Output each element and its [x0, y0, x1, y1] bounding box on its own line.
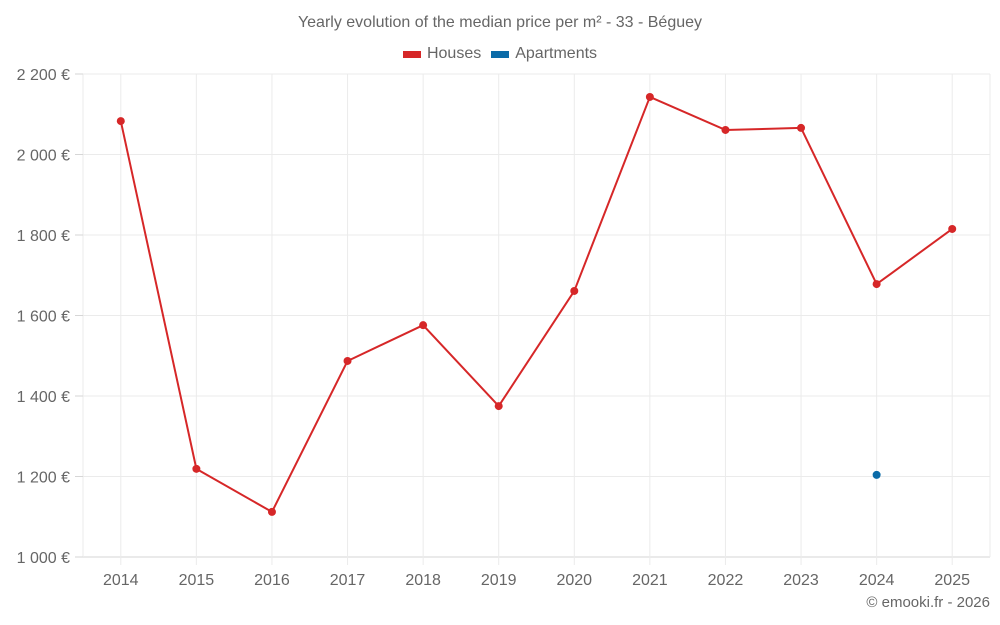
- x-tick-label: 2014: [103, 572, 139, 589]
- houses-line: [119, 95, 953, 513]
- x-tick-label: 2024: [859, 572, 895, 589]
- legend-item-houses[interactable]: Houses: [402, 45, 482, 63]
- houses-data-point[interactable]: [192, 464, 201, 473]
- y-tick-label: 2 000 €: [17, 148, 70, 165]
- y-tick-label: 1 400 €: [17, 389, 70, 406]
- houses-data-point[interactable]: [343, 356, 352, 365]
- y-tick-label: 1 800 €: [17, 228, 70, 245]
- x-tick-label: 2018: [405, 572, 441, 589]
- x-tick-label: 2017: [330, 572, 366, 589]
- houses-data-point[interactable]: [267, 507, 276, 516]
- y-tick-label: 1 200 €: [17, 470, 70, 487]
- x-tick-label: 2022: [708, 572, 744, 589]
- houses-data-point[interactable]: [721, 125, 730, 134]
- x-tick-label: 2019: [481, 572, 517, 589]
- houses-data-point[interactable]: [494, 402, 503, 411]
- x-tick-label: 2015: [179, 572, 215, 589]
- legend-label-apartments: Apartments: [515, 45, 598, 62]
- houses-data-point[interactable]: [797, 123, 806, 132]
- houses-swatch-icon: [402, 50, 421, 58]
- grid-lines: [82, 73, 991, 565]
- houses-data-point[interactable]: [645, 92, 654, 101]
- apartments-data-point[interactable]: [872, 470, 881, 479]
- houses-data-point[interactable]: [570, 286, 579, 295]
- x-tick-label: 2021: [632, 572, 668, 589]
- x-tick-label: 2023: [783, 572, 819, 589]
- x-tick-label: 2016: [254, 572, 290, 589]
- x-tick-label: 2020: [556, 572, 592, 589]
- y-tick-label: 2 200 €: [17, 67, 70, 84]
- apartments-swatch-icon: [491, 50, 510, 58]
- x-tick-label: 2025: [934, 572, 970, 589]
- legend-item-apartments[interactable]: Apartments: [491, 45, 597, 63]
- y-tick-label: 1 000 €: [17, 550, 70, 567]
- y-tick-label: 1 600 €: [17, 309, 70, 326]
- houses-data-point[interactable]: [116, 117, 125, 126]
- legend-label-houses: Houses: [426, 45, 482, 62]
- x-axis: 2014 2015 2016 2017 2018 2019 2020 2021 2022 2023…: [103, 572, 970, 589]
- houses-data-point[interactable]: [872, 280, 881, 289]
- y-axis: 1 000 € 1 200 € 1 400 € 1 600 € 1 800 € 2 000…: [17, 67, 83, 567]
- chart-legend: Houses Apartments: [0, 45, 1000, 63]
- chart-title: Yearly evolution of the median price per…: [297, 14, 703, 31]
- copyright-credit: © emooki.fr - 2026: [866, 594, 990, 611]
- houses-data-point[interactable]: [948, 224, 957, 233]
- houses-data-point[interactable]: [419, 321, 428, 330]
- data-series: [116, 92, 957, 516]
